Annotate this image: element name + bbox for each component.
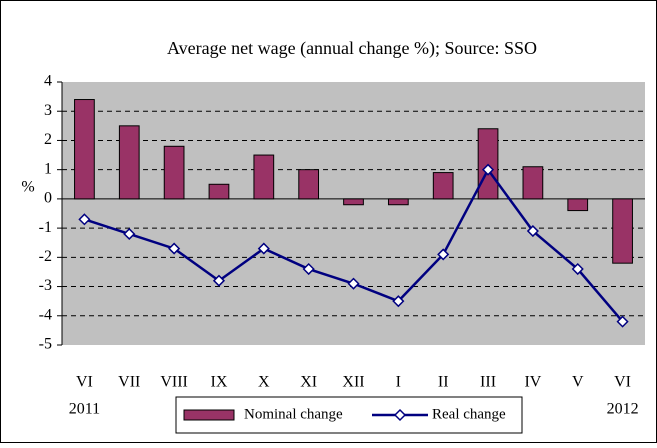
bar	[612, 198, 633, 264]
marker	[481, 163, 495, 176]
x-tick-label: III	[480, 374, 496, 391]
marker	[123, 227, 136, 241]
chart-title: Average net wage (annual change %); Sour…	[167, 38, 537, 59]
marker	[526, 224, 539, 238]
y-tick-label: -1	[39, 219, 52, 236]
year-label: 2011	[69, 401, 100, 418]
legend-swatch	[183, 409, 235, 421]
x-tick-label: II	[438, 374, 449, 391]
marker	[302, 262, 315, 276]
x-tick-label: VIII	[160, 374, 188, 391]
marker	[78, 213, 91, 226]
marker	[257, 242, 270, 255]
y-tick-label: -4	[39, 306, 52, 323]
x-tick-label: VI	[614, 374, 631, 391]
y-axis-label: %	[21, 179, 34, 196]
marker	[616, 315, 629, 328]
bar	[163, 145, 185, 200]
y-tick-label: 3	[44, 102, 52, 119]
legend-marker	[393, 408, 407, 422]
bar	[74, 99, 95, 200]
y-tick-label: -2	[39, 248, 52, 265]
x-tick-label: V	[572, 374, 584, 391]
y-tick-label: 4	[44, 73, 52, 90]
x-tick-label: IX	[211, 374, 228, 391]
bar	[343, 198, 364, 206]
bar	[432, 172, 454, 200]
bar	[118, 125, 140, 200]
x-tick-label: IV	[524, 374, 541, 391]
bar	[567, 198, 589, 212]
plot-area	[62, 82, 645, 345]
y-tick-label: 0	[44, 190, 52, 207]
x-tick-label: VI	[76, 374, 93, 391]
y-tick-label: 2	[44, 131, 52, 148]
y-tick-label: -5	[39, 336, 52, 353]
marker	[571, 262, 584, 276]
y-tick-label: -3	[39, 277, 52, 294]
year-label: 2012	[607, 401, 639, 418]
bar	[253, 154, 275, 200]
marker	[437, 248, 450, 261]
y-tick-label: 1	[44, 160, 52, 177]
bar	[208, 183, 230, 200]
bar	[387, 198, 409, 206]
x-tick-label: I	[396, 374, 401, 391]
marker	[168, 242, 181, 255]
x-tick-label: XII	[342, 374, 364, 391]
x-tick-label: X	[258, 374, 270, 391]
x-tick-label: VII	[118, 374, 140, 391]
legend-label: Real change	[432, 406, 506, 422]
bar	[522, 166, 544, 200]
legend-label: Nominal change	[244, 406, 343, 422]
marker	[392, 295, 405, 308]
x-tick-label: XI	[300, 374, 317, 391]
bar	[298, 169, 320, 200]
marker	[212, 274, 226, 287]
marker	[347, 277, 360, 290]
